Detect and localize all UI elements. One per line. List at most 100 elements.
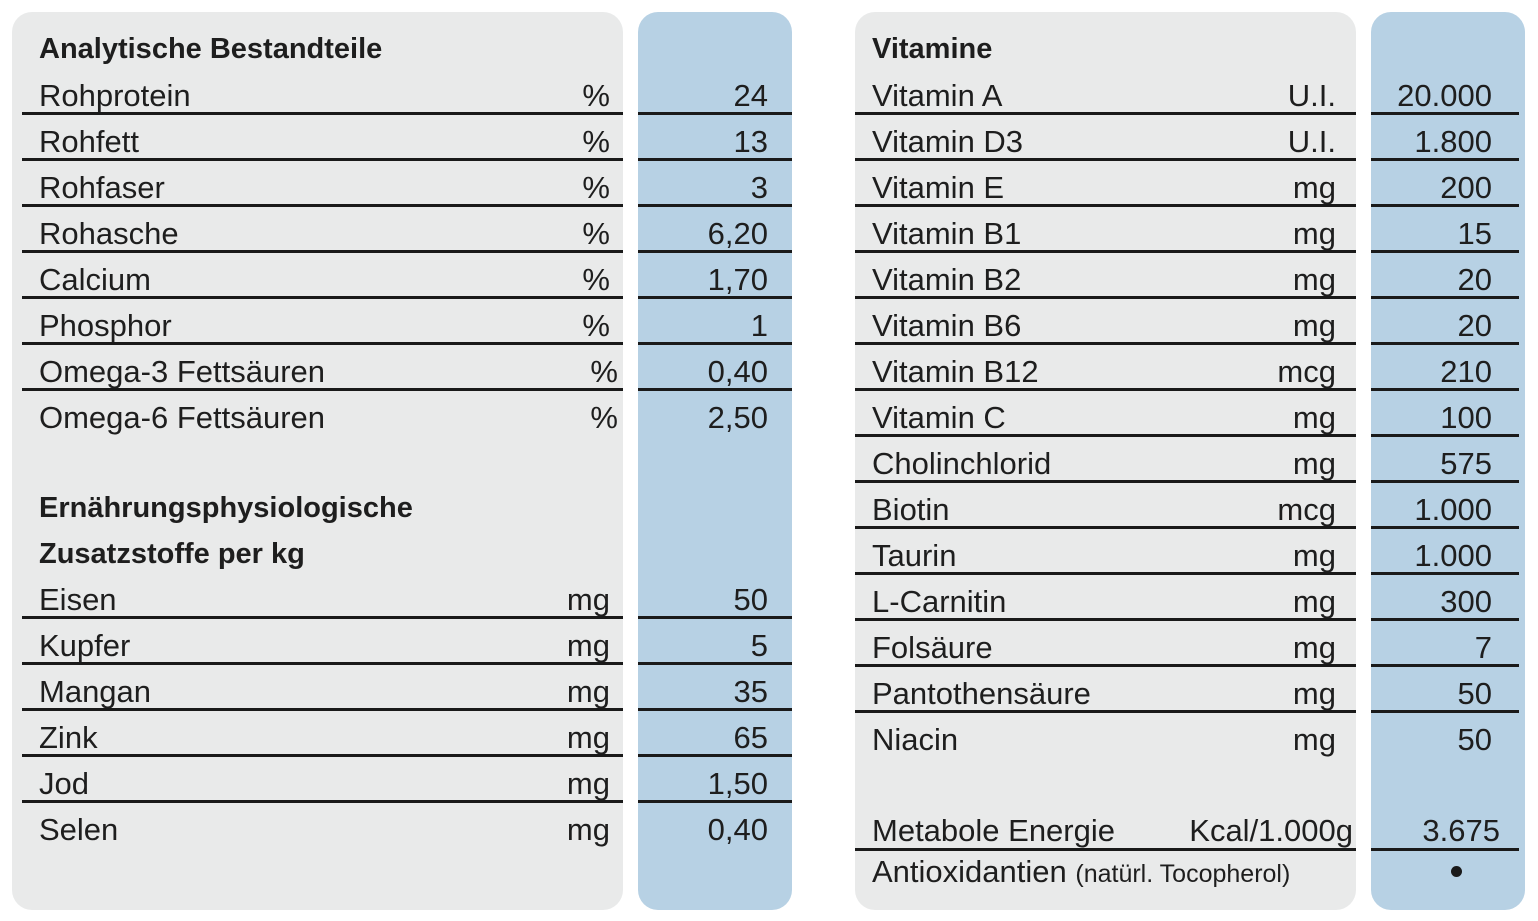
- row-divider: [22, 662, 623, 665]
- row-divider: [638, 204, 792, 207]
- row-divider: [1371, 296, 1519, 299]
- row-label: Vitamin E: [872, 170, 1005, 205]
- row-label: Selen: [39, 812, 119, 847]
- row-divider: [638, 662, 792, 665]
- row-value: 300: [1440, 584, 1492, 619]
- row-label: Jod: [39, 766, 89, 801]
- row-divider: [855, 250, 1356, 253]
- row-divider: [1371, 526, 1519, 529]
- row-divider: [855, 388, 1356, 391]
- row-divider: [855, 664, 1356, 667]
- row-value: 210: [1440, 354, 1492, 389]
- row-value: 13: [733, 124, 768, 159]
- row-unit: mg: [1292, 630, 1336, 665]
- row-unit: U.I.: [1287, 124, 1336, 159]
- row-unit: %: [582, 262, 610, 297]
- antioxidants-label: Antioxidantien (natürl. Tocopherol): [872, 854, 1290, 892]
- left-value-panel: [638, 12, 792, 910]
- row-value: 15: [1457, 216, 1492, 251]
- row-label: Mangan: [39, 674, 152, 709]
- row-unit: mg: [1292, 216, 1336, 251]
- row-divider: [22, 158, 623, 161]
- row-label: Pantothensäure: [872, 676, 1091, 711]
- row-divider: [1371, 572, 1519, 575]
- row-unit: %: [582, 124, 610, 159]
- row-divider: [22, 708, 623, 711]
- row-label: Rohfaser: [39, 170, 165, 205]
- energy-value: 3.675: [1422, 813, 1500, 848]
- row-unit: mg: [1292, 584, 1336, 619]
- section-heading-zusatzstoffe-line2: Zusatzstoffe per kg: [39, 538, 305, 570]
- row-divider: [638, 754, 792, 757]
- row-value: 65: [733, 720, 768, 755]
- row-value: 35: [733, 674, 768, 709]
- row-label: Niacin: [872, 722, 959, 757]
- row-divider: [638, 158, 792, 161]
- row-divider: [855, 480, 1356, 483]
- row-divider: [1371, 618, 1519, 621]
- row-divider: [855, 572, 1356, 575]
- row-label: Vitamin B12: [872, 354, 1039, 389]
- row-unit: %: [582, 78, 610, 113]
- row-value: 20: [1457, 308, 1492, 343]
- row-divider: [1371, 848, 1519, 851]
- row-label: Omega-6 Fettsäuren: [39, 400, 326, 435]
- row-divider: [22, 296, 623, 299]
- row-unit: %: [582, 216, 610, 251]
- row-divider: [855, 296, 1356, 299]
- row-value: 200: [1440, 170, 1492, 205]
- row-divider: [1371, 480, 1519, 483]
- row-label: Rohasche: [39, 216, 179, 251]
- row-unit: mg: [1292, 262, 1336, 297]
- row-divider: [638, 708, 792, 711]
- row-divider: [855, 204, 1356, 207]
- row-label: Vitamin B2: [872, 262, 1022, 297]
- row-label: Vitamin D3: [872, 124, 1024, 159]
- row-label: Omega-3 Fettsäuren: [39, 354, 326, 389]
- row-value: 575: [1440, 446, 1492, 481]
- row-unit: mg: [1292, 308, 1336, 343]
- row-divider: [855, 434, 1356, 437]
- energy-unit: Kcal/1.000g: [1189, 813, 1353, 848]
- row-label: Eisen: [39, 582, 117, 617]
- row-label: Calcium: [39, 262, 151, 297]
- row-divider: [638, 800, 792, 803]
- row-divider: [855, 618, 1356, 621]
- bullet-dot-icon: [1451, 866, 1462, 877]
- section-heading-analytische: Analytische Bestandteile: [39, 33, 383, 65]
- row-unit: mg: [566, 582, 610, 617]
- row-divider: [638, 616, 792, 619]
- row-value: 5: [750, 628, 768, 663]
- row-value: 1,70: [707, 262, 768, 297]
- row-label: Biotin: [872, 492, 950, 527]
- antioxidants-label-text: Antioxidantien: [872, 854, 1067, 889]
- right-label-panel: [855, 12, 1356, 910]
- row-divider: [22, 112, 623, 115]
- row-label: Vitamin C: [872, 400, 1006, 435]
- row-divider: [638, 342, 792, 345]
- row-divider: [22, 616, 623, 619]
- left-label-panel: [12, 12, 623, 910]
- energy-label: Metabole Energie: [872, 813, 1115, 848]
- row-unit: mg: [566, 812, 610, 847]
- row-value: 1.000: [1414, 492, 1492, 527]
- row-value: 100: [1440, 400, 1492, 435]
- row-value: 0,40: [707, 354, 768, 389]
- row-unit: mg: [566, 720, 610, 755]
- row-value: 6,20: [707, 216, 768, 251]
- row-divider: [1371, 112, 1519, 115]
- row-value: 1,50: [707, 766, 768, 801]
- row-divider: [855, 848, 1356, 851]
- row-divider: [1371, 388, 1519, 391]
- row-value: 7: [1474, 630, 1492, 665]
- row-unit: mg: [1292, 722, 1336, 757]
- row-value: 2,50: [707, 400, 768, 435]
- row-unit: U.I.: [1287, 78, 1336, 113]
- row-label: Kupfer: [39, 628, 131, 663]
- row-divider: [855, 710, 1356, 713]
- row-label: Folsäure: [872, 630, 993, 665]
- row-value: 1.000: [1414, 538, 1492, 573]
- section-heading-vitamine: Vitamine: [872, 33, 993, 65]
- row-unit: mcg: [1277, 492, 1336, 527]
- row-divider: [22, 204, 623, 207]
